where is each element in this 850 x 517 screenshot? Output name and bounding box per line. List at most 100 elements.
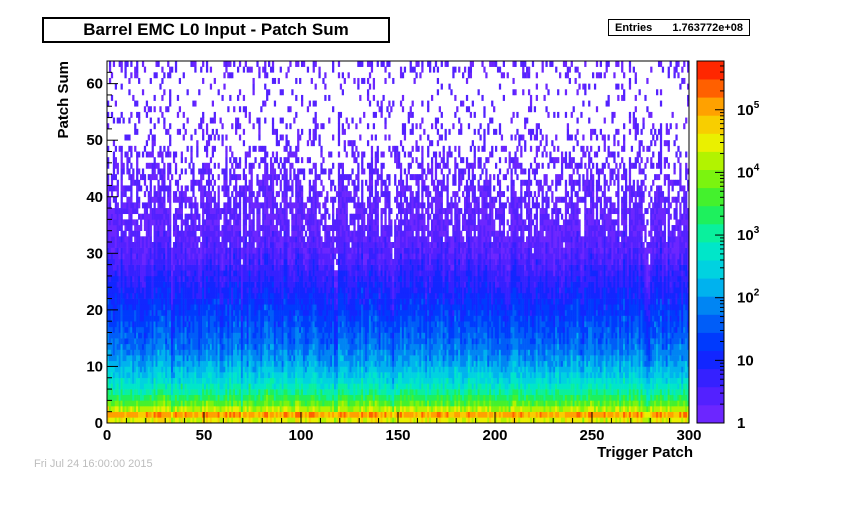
heatmap-cell bbox=[118, 117, 121, 124]
heatmap-cell bbox=[217, 287, 220, 294]
heatmap-cell bbox=[192, 389, 195, 396]
heatmap-cell bbox=[130, 179, 133, 186]
heatmap-cell bbox=[120, 287, 123, 294]
heatmap-cell bbox=[277, 236, 280, 243]
heatmap-cell bbox=[184, 372, 187, 379]
heatmap-cell bbox=[273, 196, 277, 203]
heatmap-cell bbox=[151, 151, 154, 158]
heatmap-cell bbox=[112, 383, 116, 390]
heatmap-cell bbox=[229, 213, 232, 220]
heatmap-cell bbox=[244, 321, 247, 328]
heatmap-cell bbox=[172, 287, 176, 294]
heatmap-cell bbox=[200, 366, 203, 373]
heatmap-cell bbox=[297, 128, 300, 135]
heatmap-cell bbox=[223, 242, 226, 248]
heatmap-cell bbox=[182, 400, 185, 407]
heatmap-cell bbox=[124, 321, 127, 328]
heatmap-cell bbox=[205, 66, 209, 73]
heatmap-cell bbox=[207, 213, 211, 220]
heatmap-cell bbox=[250, 349, 253, 356]
heatmap-cell bbox=[314, 253, 317, 260]
heatmap-cell bbox=[287, 270, 290, 277]
heatmap-cell bbox=[108, 275, 112, 282]
heatmap-cell bbox=[108, 394, 112, 401]
heatmap-cell bbox=[242, 230, 246, 237]
heatmap-cell bbox=[174, 343, 178, 350]
heatmap-cell bbox=[211, 372, 214, 379]
heatmap-cell bbox=[207, 400, 211, 407]
heatmap-cell bbox=[169, 298, 172, 305]
heatmap-cell bbox=[176, 315, 180, 322]
heatmap-cell bbox=[225, 179, 228, 186]
heatmap-cell bbox=[118, 411, 121, 418]
heatmap-cell bbox=[238, 134, 242, 141]
heatmap-cell bbox=[279, 213, 282, 220]
heatmap-cell bbox=[318, 264, 321, 271]
heatmap-cell bbox=[273, 372, 277, 379]
heatmap-cell bbox=[301, 315, 304, 322]
heatmap-cell bbox=[225, 236, 228, 243]
heatmap-cell bbox=[188, 355, 191, 362]
heatmap-cell bbox=[159, 377, 162, 384]
heatmap-cell bbox=[163, 185, 166, 192]
heatmap-cell bbox=[196, 406, 199, 412]
heatmap-cell bbox=[246, 66, 249, 73]
heatmap-cell bbox=[172, 157, 176, 164]
heatmap-cell bbox=[138, 309, 141, 316]
heatmap-cell bbox=[182, 134, 185, 141]
heatmap-cell bbox=[295, 343, 298, 350]
heatmap-cell bbox=[169, 213, 172, 220]
heatmap-cell bbox=[248, 168, 251, 175]
heatmap-cell bbox=[242, 185, 246, 192]
heatmap-cell bbox=[178, 377, 182, 384]
heatmap-cell bbox=[192, 191, 195, 198]
heatmap-cell bbox=[264, 185, 267, 192]
heatmap-cell bbox=[279, 66, 282, 73]
heatmap-cell bbox=[143, 281, 147, 288]
heatmap-cell bbox=[279, 89, 282, 96]
heatmap-cell bbox=[126, 253, 129, 260]
heatmap-cell bbox=[147, 400, 150, 407]
heatmap-cell bbox=[161, 321, 164, 328]
heatmap-cell bbox=[273, 287, 277, 294]
heatmap-cell bbox=[235, 298, 238, 305]
heatmap-cell bbox=[116, 117, 119, 124]
heatmap-cell bbox=[192, 309, 195, 316]
heatmap-cell bbox=[169, 270, 172, 277]
heatmap-cell bbox=[248, 225, 251, 231]
heatmap-cell bbox=[235, 236, 238, 243]
heatmap-cell bbox=[283, 343, 286, 350]
heatmap-cell bbox=[291, 400, 294, 407]
heatmap-cell bbox=[139, 417, 143, 424]
heatmap-cell bbox=[159, 145, 162, 152]
heatmap-cell bbox=[223, 168, 226, 175]
heatmap-cell bbox=[134, 360, 137, 367]
heatmap-cell bbox=[252, 400, 255, 407]
heatmap-cell bbox=[291, 185, 294, 192]
heatmap-cell bbox=[293, 383, 296, 390]
heatmap-cell bbox=[149, 117, 152, 124]
heatmap-cell bbox=[194, 383, 197, 390]
heatmap-cell bbox=[250, 162, 253, 169]
heatmap-cell bbox=[302, 253, 306, 260]
heatmap-cell bbox=[147, 236, 150, 243]
heatmap-cell bbox=[141, 292, 145, 299]
heatmap-cell bbox=[260, 270, 263, 277]
heatmap-cell bbox=[205, 383, 209, 390]
heatmap-cell bbox=[207, 377, 211, 384]
heatmap-cell bbox=[299, 242, 302, 248]
heatmap-cell bbox=[138, 270, 141, 277]
heatmap-cell bbox=[235, 219, 238, 226]
heatmap-cell bbox=[151, 292, 154, 299]
heatmap-cell bbox=[260, 247, 263, 254]
heatmap-cell bbox=[178, 360, 182, 367]
heatmap-cell bbox=[301, 383, 304, 390]
heatmap-cell bbox=[130, 394, 133, 401]
heatmap-cell bbox=[238, 225, 242, 231]
heatmap-cell bbox=[256, 275, 259, 282]
heatmap-cell bbox=[242, 94, 246, 101]
heatmap-cell bbox=[244, 400, 247, 407]
heatmap-cell bbox=[266, 406, 269, 412]
heatmap-cell bbox=[114, 315, 117, 322]
heatmap-cell bbox=[277, 230, 280, 237]
